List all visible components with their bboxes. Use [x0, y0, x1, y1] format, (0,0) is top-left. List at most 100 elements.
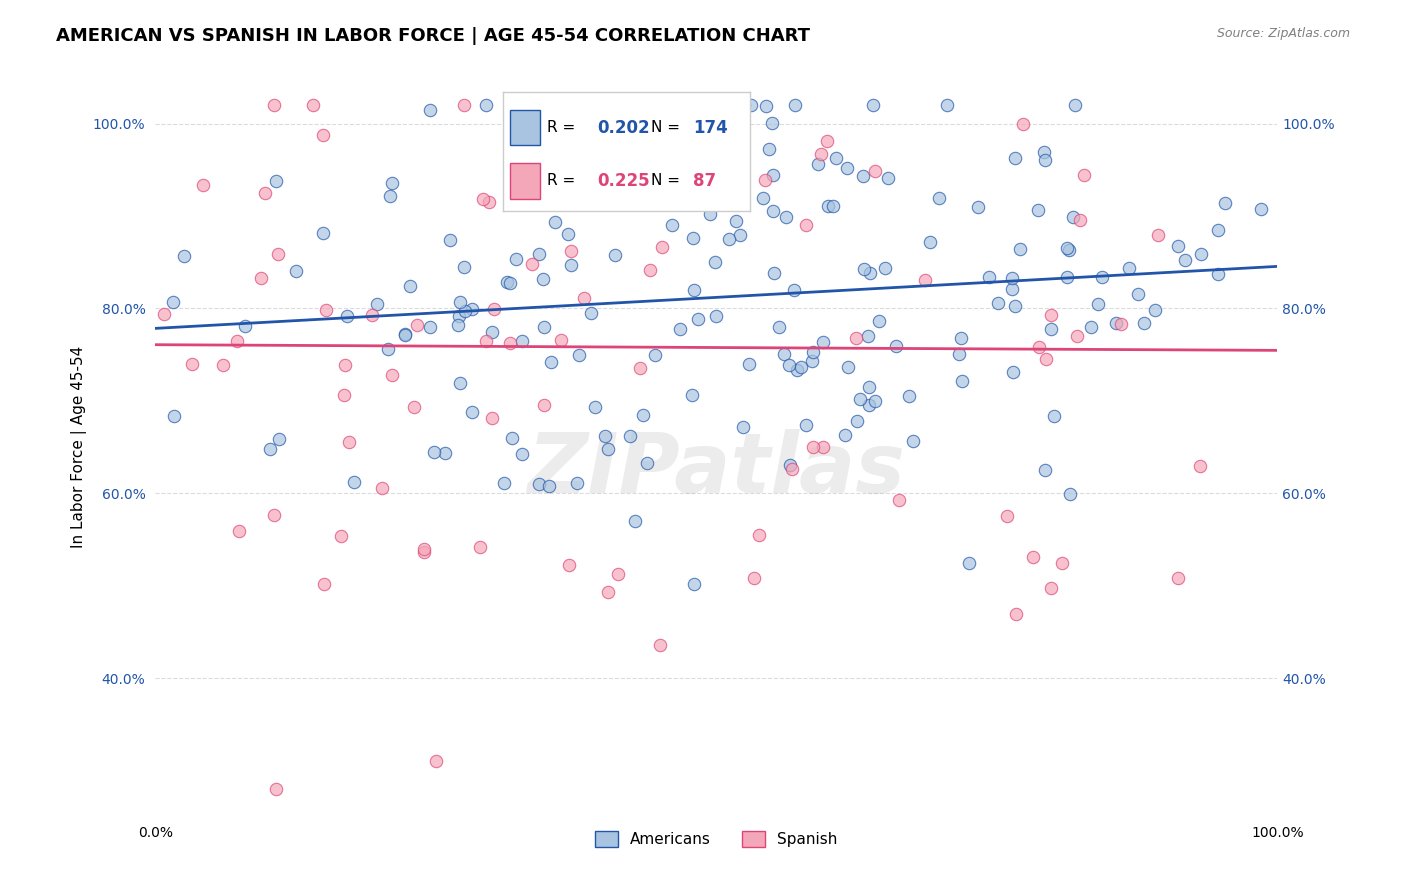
- Point: [371, 481, 394, 495]
- Point: [710, 98, 733, 112]
- Point: [801, 345, 824, 359]
- Point: [775, 210, 797, 224]
- Point: [1062, 211, 1084, 225]
- Point: [153, 307, 176, 321]
- Point: [835, 161, 858, 175]
- Point: [783, 283, 806, 297]
- Point: [901, 434, 924, 449]
- Point: [1043, 409, 1066, 424]
- Point: [914, 273, 936, 287]
- Point: [533, 320, 555, 334]
- Point: [173, 249, 195, 263]
- Point: [628, 361, 651, 376]
- Point: [1167, 239, 1189, 253]
- Point: [725, 214, 748, 228]
- Point: [1033, 463, 1056, 477]
- Point: [1040, 581, 1063, 595]
- Point: [1206, 223, 1229, 237]
- Point: [1039, 309, 1062, 323]
- Point: [858, 398, 880, 412]
- Point: [225, 334, 247, 348]
- Point: [526, 98, 548, 112]
- Point: [394, 328, 416, 343]
- Point: [957, 556, 980, 570]
- Point: [889, 493, 911, 508]
- Point: [449, 309, 471, 323]
- Point: [761, 116, 783, 130]
- Point: [690, 98, 713, 112]
- Point: [852, 261, 875, 276]
- Point: [377, 342, 399, 356]
- Point: [950, 331, 973, 345]
- Point: [361, 308, 384, 322]
- Point: [343, 475, 366, 490]
- Point: [259, 442, 281, 457]
- Point: [738, 357, 761, 371]
- Point: [422, 445, 444, 459]
- Point: [413, 544, 436, 558]
- Point: [1033, 153, 1056, 168]
- Point: [631, 408, 654, 422]
- Point: [266, 174, 288, 188]
- Point: [1050, 556, 1073, 570]
- Point: [863, 164, 886, 178]
- Point: [1001, 271, 1024, 285]
- Point: [817, 199, 839, 213]
- Point: [1147, 228, 1170, 243]
- Point: [779, 458, 801, 473]
- Point: [509, 143, 531, 157]
- Point: [1011, 117, 1033, 131]
- Point: [546, 170, 568, 185]
- Point: [481, 410, 503, 425]
- Point: [404, 400, 426, 414]
- Point: [596, 585, 619, 599]
- Point: [472, 192, 495, 206]
- Point: [1167, 571, 1189, 585]
- Point: [1091, 270, 1114, 285]
- Point: [163, 409, 186, 423]
- Point: [475, 98, 498, 112]
- Point: [801, 440, 824, 454]
- Point: [603, 248, 626, 262]
- Point: [1001, 366, 1024, 380]
- Point: [502, 184, 524, 198]
- Point: [619, 429, 641, 443]
- Legend: Americans, Spanish: Americans, Spanish: [589, 825, 844, 854]
- Point: [1073, 168, 1095, 182]
- Point: [837, 359, 859, 374]
- Point: [762, 168, 785, 182]
- Point: [1213, 196, 1236, 211]
- Point: [565, 476, 588, 491]
- Point: [856, 329, 879, 343]
- Point: [986, 295, 1008, 310]
- Point: [718, 232, 741, 246]
- Point: [651, 239, 673, 253]
- Point: [540, 355, 562, 369]
- Point: [269, 432, 291, 446]
- Point: [449, 376, 471, 390]
- Point: [461, 405, 484, 419]
- Point: [315, 302, 337, 317]
- Y-axis label: In Labor Force | Age 45-54: In Labor Force | Age 45-54: [72, 346, 87, 549]
- Point: [263, 508, 285, 523]
- Text: Source: ZipAtlas.com: Source: ZipAtlas.com: [1216, 27, 1350, 40]
- Point: [499, 335, 522, 350]
- Point: [761, 204, 783, 219]
- Point: [740, 98, 762, 112]
- Point: [966, 201, 988, 215]
- Point: [810, 146, 832, 161]
- Point: [583, 400, 606, 414]
- Point: [510, 447, 533, 461]
- Point: [510, 334, 533, 348]
- Point: [752, 191, 775, 205]
- Point: [1189, 247, 1212, 261]
- Point: [1069, 213, 1091, 227]
- Point: [1028, 340, 1050, 354]
- Point: [758, 142, 780, 156]
- Point: [1040, 322, 1063, 336]
- Point: [499, 276, 522, 290]
- Point: [482, 302, 505, 317]
- Point: [544, 215, 567, 229]
- Point: [461, 301, 484, 316]
- Point: [852, 169, 875, 183]
